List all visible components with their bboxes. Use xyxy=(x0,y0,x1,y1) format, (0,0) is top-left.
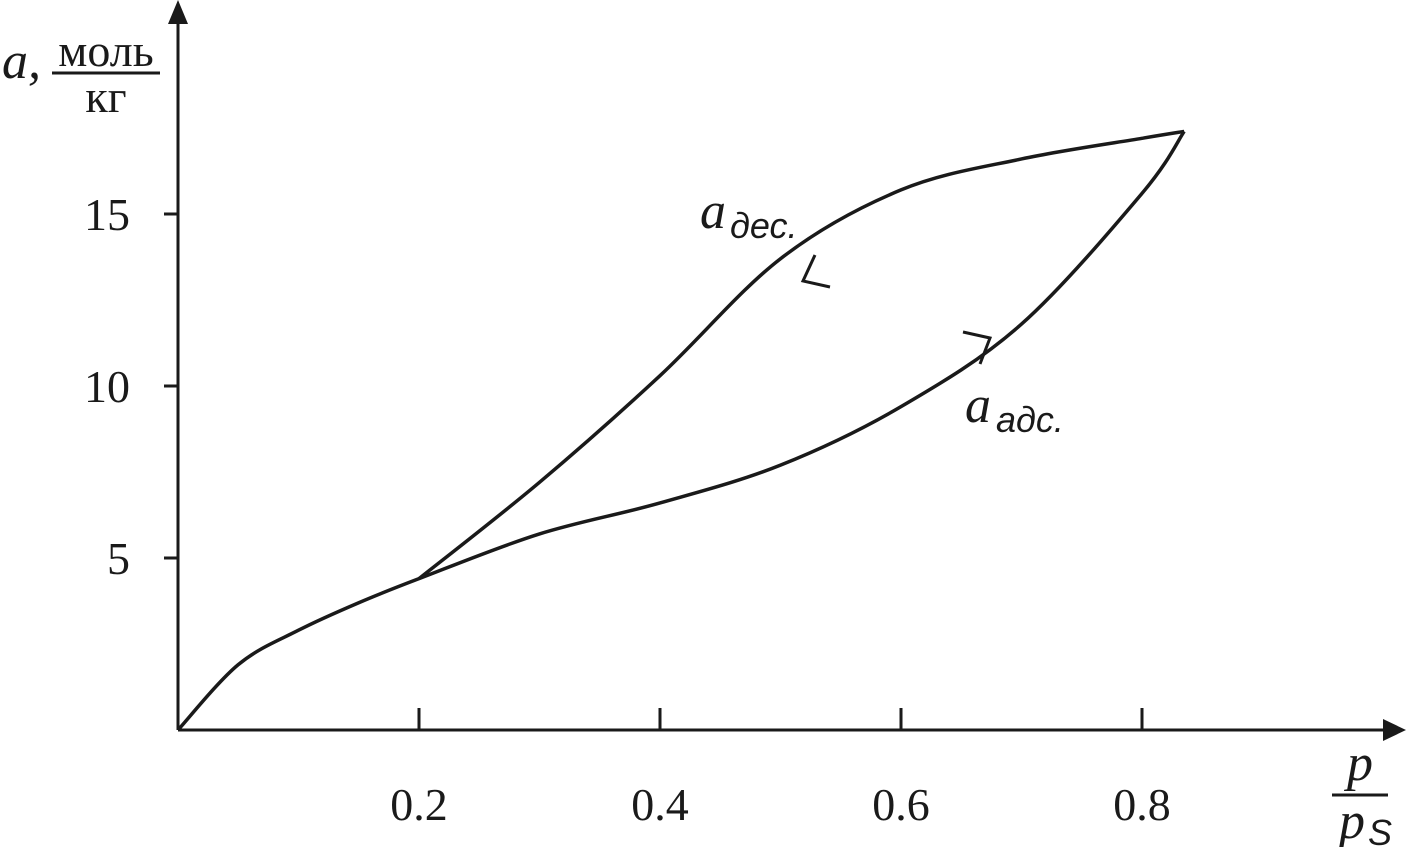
x-tick-label: 0.4 xyxy=(631,779,689,830)
y-label-num: моль xyxy=(58,25,153,76)
x-tick-label: 0.6 xyxy=(872,779,930,830)
x-label-num: p xyxy=(1343,735,1373,792)
x-label-sub: S xyxy=(1368,812,1392,847)
y-tick-label: 10 xyxy=(84,361,130,412)
annotation-sub: дес. xyxy=(730,205,798,246)
y-arrow xyxy=(168,0,188,24)
x-tick-label: 0.8 xyxy=(1113,779,1171,830)
direction-arrow xyxy=(800,254,831,289)
annotation-symbol: a xyxy=(700,183,726,240)
y-tick-label: 15 xyxy=(84,189,130,240)
y-label-symbol: a, xyxy=(2,33,41,90)
annotation-symbol: a xyxy=(965,377,991,434)
data-line xyxy=(417,129,1185,581)
annotation-sub: адс. xyxy=(996,399,1064,440)
x-tick-label: 0.2 xyxy=(390,779,448,830)
y-tick-label: 5 xyxy=(107,533,130,584)
x-arrow xyxy=(1383,719,1406,741)
y-label-den: кг xyxy=(85,71,126,122)
x-label-den: p xyxy=(1335,793,1365,847)
data-line xyxy=(176,130,1186,732)
